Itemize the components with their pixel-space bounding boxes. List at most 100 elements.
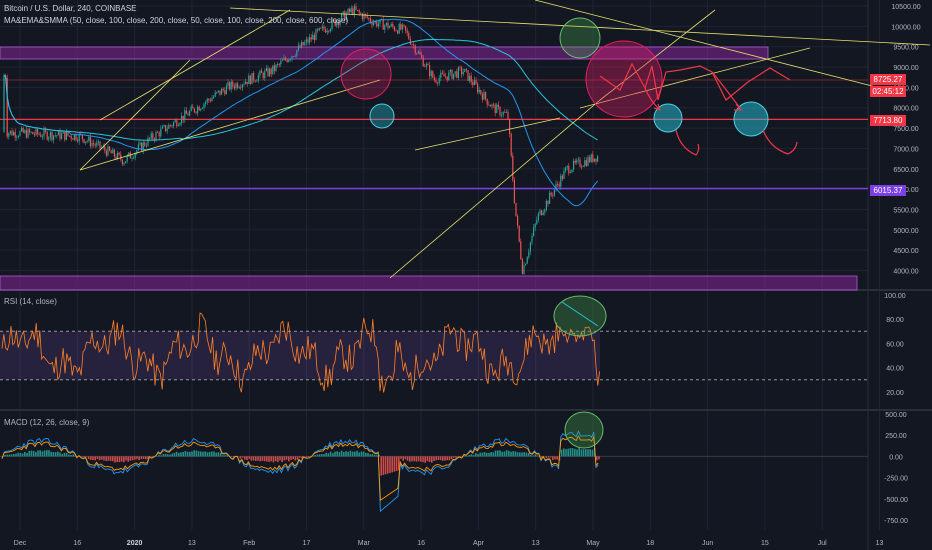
candle-body: [563, 170, 565, 179]
candle-body: [581, 166, 583, 168]
candle-body: [219, 90, 221, 95]
candle-body: [198, 106, 200, 111]
candle-body: [437, 82, 439, 84]
candle-body: [182, 115, 184, 121]
macd-histogram-bar: [505, 450, 508, 457]
candle-body: [512, 155, 514, 181]
candle-body: [193, 108, 195, 112]
macd-histogram-bar: [279, 456, 281, 461]
macd-histogram-bar: [250, 456, 253, 461]
candle-body: [64, 131, 66, 140]
support-zone: [0, 275, 858, 291]
candle-body: [200, 108, 202, 111]
candle-body: [376, 21, 378, 27]
time-axis-tick: 16: [73, 540, 81, 547]
candle-body: [30, 131, 32, 133]
candle-body: [350, 8, 352, 13]
macd-histogram-bar: [569, 448, 572, 457]
candle-body: [301, 42, 303, 48]
price-axis-tick: 5500.00: [893, 207, 918, 214]
macd-histogram-bar: [387, 456, 389, 474]
candle-body: [246, 81, 248, 84]
candle-body: [422, 57, 424, 67]
macd-histogram-bar: [325, 452, 327, 457]
time-axis-tick: Mar: [358, 540, 371, 547]
candle-body: [14, 131, 16, 138]
macd-histogram-bar: [428, 456, 431, 462]
candle-body: [208, 98, 210, 101]
rsi-axis-tick: 80.00: [886, 317, 904, 324]
candle-body: [109, 146, 111, 151]
macd-histogram-bar: [259, 456, 261, 462]
macd-histogram-bar: [169, 454, 171, 457]
ma-line-short: [3, 18, 598, 207]
candle-body: [409, 39, 411, 45]
candle-body: [470, 75, 472, 83]
candle-body: [533, 227, 535, 236]
candle-body: [33, 134, 35, 135]
highlight-circle-green: [559, 17, 601, 59]
projection-arrow-down: [762, 129, 798, 155]
candle-body: [168, 124, 170, 129]
time-axis-tick: 13: [876, 540, 884, 547]
macd-histogram-bar: [107, 456, 110, 461]
macd-histogram-bar: [453, 456, 455, 458]
candle-body: [243, 84, 245, 85]
macd-histogram-bar: [433, 456, 435, 461]
macd-histogram-bar: [151, 456, 154, 458]
candle-body: [149, 137, 151, 139]
candle-body: [593, 158, 595, 162]
macd-axis-tick: 0.00: [889, 454, 903, 461]
macd-histogram-bar: [516, 452, 519, 457]
macd-histogram-bar: [532, 455, 534, 457]
candle-body: [206, 98, 208, 103]
candle-body: [541, 210, 543, 216]
candle-body: [177, 125, 179, 127]
candle-body: [440, 72, 442, 79]
candle-body: [286, 59, 288, 62]
macd-histogram-bar: [206, 452, 209, 457]
candle-body: [384, 25, 386, 30]
candle-body: [139, 142, 141, 145]
candle-body: [241, 84, 243, 88]
candle-body: [537, 213, 539, 220]
candle-body: [545, 200, 547, 210]
macd-histogram-bar: [226, 455, 228, 457]
candle-body: [94, 144, 96, 146]
candle-body: [77, 140, 79, 142]
macd-divergence-circle: [564, 411, 604, 449]
macd-histogram-bar: [94, 456, 96, 461]
macd-histogram-bar: [101, 456, 103, 460]
candle-body: [584, 160, 586, 167]
candle-body: [38, 133, 40, 135]
candle-body: [405, 25, 407, 31]
macd-histogram-bar: [162, 454, 165, 457]
macd-histogram-bar: [39, 450, 41, 457]
candle-body: [209, 100, 211, 102]
candle-body: [352, 8, 354, 15]
macd-histogram-bar: [323, 453, 325, 457]
candle-body: [216, 91, 218, 93]
macd-histogram-bar: [112, 456, 114, 462]
macd-histogram-bar: [299, 456, 301, 458]
macd-histogram-bar: [41, 451, 44, 457]
macd-histogram-bar: [63, 452, 66, 457]
candle-body: [273, 65, 275, 71]
candle-body: [568, 166, 570, 174]
candle-body: [573, 160, 575, 170]
macd-histogram-bar: [189, 451, 191, 457]
candle-body: [390, 23, 392, 27]
candle-body: [65, 131, 67, 140]
candle-body: [86, 140, 88, 142]
candle-body: [61, 133, 63, 139]
candle-body: [45, 129, 47, 132]
candle-body: [265, 68, 267, 71]
candle-body: [289, 59, 291, 60]
macd-histogram-bar: [380, 456, 382, 476]
candle-body: [493, 104, 495, 106]
macd-histogram-bar: [307, 456, 310, 458]
candle-body: [515, 202, 517, 217]
macd-histogram-bar: [123, 456, 125, 463]
candle-body: [510, 133, 512, 156]
